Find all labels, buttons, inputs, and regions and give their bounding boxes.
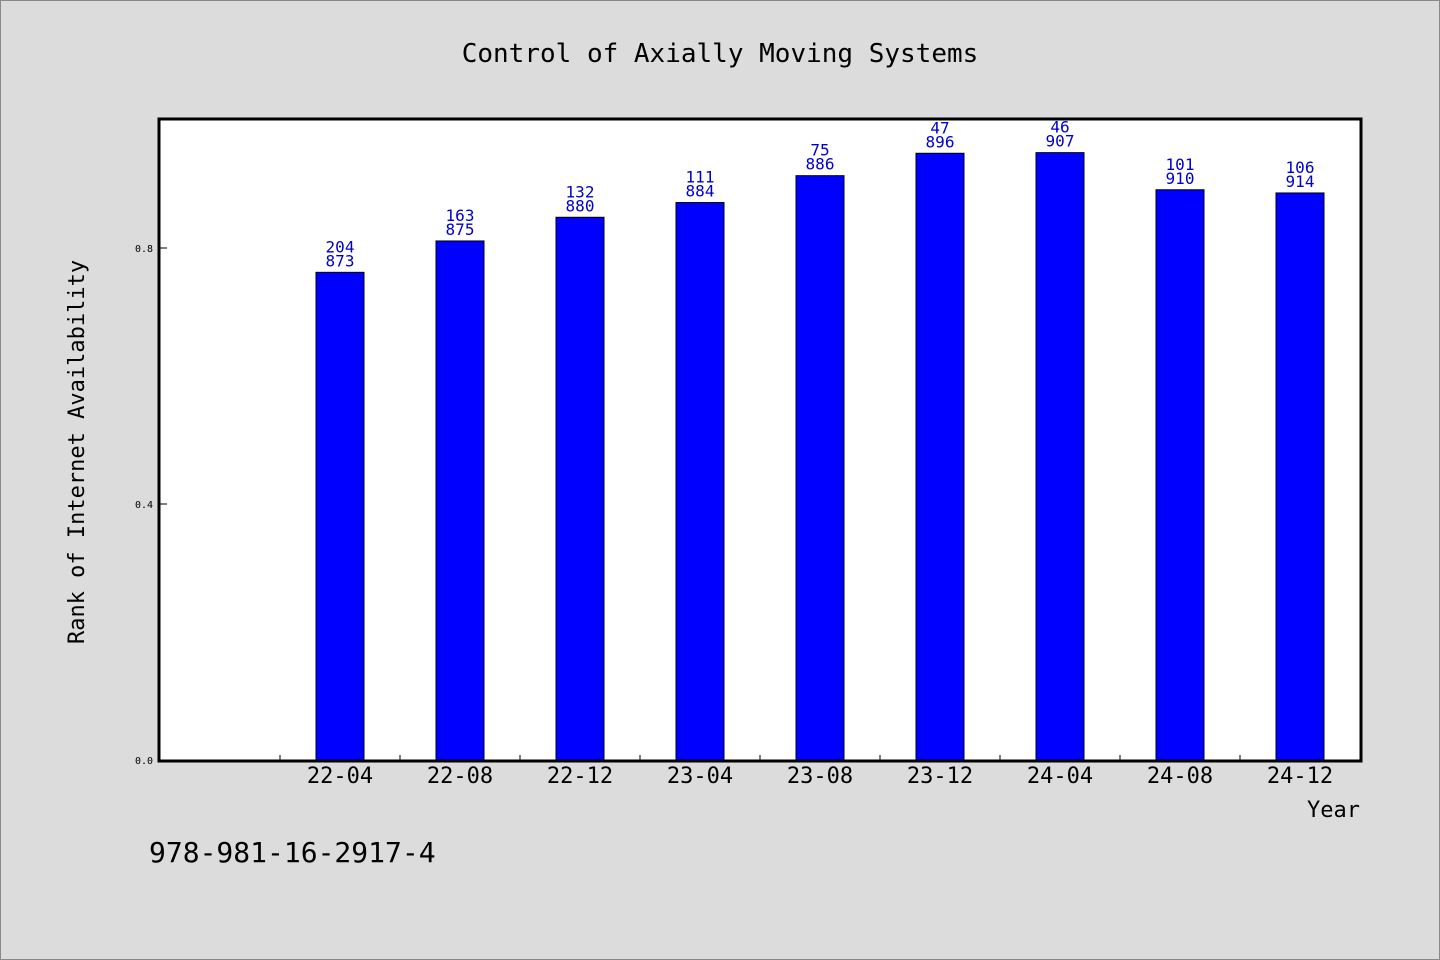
- footer-text: 978-981-16-2917-4: [149, 836, 436, 869]
- x-tick-label: 24-08: [1147, 764, 1213, 789]
- bar-23-12: [915, 152, 965, 761]
- bar-24-08: [1155, 189, 1205, 761]
- bar-label-rank: 46: [1050, 118, 1069, 137]
- bar-22-04: [315, 271, 365, 761]
- bar-label-rank: 75: [810, 141, 829, 160]
- y-axis-label: Rank of Internet Availability: [65, 260, 90, 644]
- bar-label-rank: 106: [1286, 158, 1315, 177]
- y-tick-label: 0.0: [135, 756, 153, 767]
- y-tick-label: 0.8: [135, 244, 153, 255]
- bar-23-04: [675, 202, 725, 761]
- bar-label-value: 910: [1166, 169, 1195, 188]
- chart-title: Control of Axially Moving Systems: [462, 39, 979, 69]
- x-tick-label: 24-04: [1027, 764, 1093, 789]
- x-tick-label: 22-08: [427, 764, 493, 789]
- x-tick-label: 24-12: [1267, 764, 1333, 789]
- bar-label-value: 914: [1286, 172, 1315, 191]
- x-tick-label: 23-04: [667, 764, 733, 789]
- bar-22-12: [555, 216, 605, 761]
- bar-label-value: 907: [1046, 132, 1075, 151]
- bar-label-rank: 101: [1166, 155, 1195, 174]
- x-axis-label: Year: [1307, 798, 1360, 823]
- x-axis: 22-04 22-08 22-12 23-04 23-08 23-12 24-04 24-08…: [279, 755, 1361, 789]
- bar-label-value: 880: [566, 196, 595, 215]
- bar-22-08: [435, 240, 485, 761]
- bar-label-rank: 47: [930, 118, 949, 137]
- bar-24-12: [1275, 192, 1325, 761]
- bar-label-value: 875: [446, 220, 475, 239]
- bar-label-rank: 204: [326, 237, 355, 256]
- bar-label-value: 896: [926, 132, 955, 151]
- bar-label-value: 884: [686, 182, 715, 201]
- y-tick-label: 0.4: [135, 500, 153, 511]
- x-tick-label: 23-12: [907, 764, 973, 789]
- bar-label-rank: 132: [566, 182, 595, 201]
- bar-label-value: 873: [326, 251, 355, 270]
- bar-label-rank: 111: [686, 168, 715, 187]
- x-tick-label: 22-04: [307, 764, 373, 789]
- bar-23-08: [795, 175, 845, 761]
- bar-label-rank: 163: [446, 206, 475, 225]
- bar-label-value: 886: [806, 155, 835, 174]
- x-tick-label: 23-08: [787, 764, 853, 789]
- y-axis: 0.0 0.4 0.8: [135, 244, 167, 767]
- x-tick-label: 22-12: [547, 764, 613, 789]
- bar-24-04: [1035, 152, 1085, 761]
